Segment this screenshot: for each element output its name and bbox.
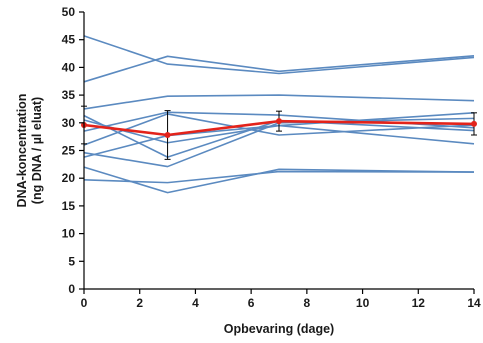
mean-point <box>164 131 171 138</box>
y-tick-label: 20 <box>62 171 76 185</box>
mean-line <box>83 119 475 137</box>
y-tick-label: 30 <box>62 116 76 130</box>
y-tick-label: 35 <box>62 88 76 102</box>
y-axis-title-line-2: (ng DNA / µl eluat) <box>30 97 44 204</box>
y-ticks: 0 5 10 15 20 25 30 35 40 45 50 <box>62 5 84 296</box>
y-tick-label: 15 <box>62 199 76 213</box>
y-tick-label: 50 <box>62 5 76 19</box>
series-line-1 <box>83 35 475 75</box>
x-tick-label: 12 <box>412 296 426 310</box>
series-line-2 <box>83 54 475 83</box>
y-tick-label: 40 <box>62 60 76 74</box>
mean-layer <box>81 105 477 160</box>
y-tick-label: 45 <box>62 33 76 47</box>
y-tick-label: 0 <box>68 282 75 296</box>
x-tick-label: 10 <box>356 296 370 310</box>
y-axis-title: DNA-koncentration (ng DNA / µl eluat) <box>15 94 44 208</box>
series-line-5 <box>83 119 475 145</box>
y-tick-label: 25 <box>62 144 76 158</box>
series-line-10 <box>83 166 475 194</box>
mean-point <box>471 120 477 127</box>
x-tick-label: 8 <box>304 296 311 310</box>
mean-point <box>276 118 282 125</box>
series-line-9 <box>83 117 475 168</box>
x-ticks: 0 2 4 6 8 10 12 14 <box>81 289 481 310</box>
series-line-4 <box>83 114 475 158</box>
y-tick-label: 5 <box>68 254 75 268</box>
x-axis-title: Opbevaring (dage) <box>224 322 334 336</box>
y-tick-label: 10 <box>62 227 76 241</box>
x-tick-label: 6 <box>248 296 255 310</box>
axes-layer <box>83 12 474 290</box>
x-tick-label: 2 <box>136 296 143 310</box>
y-axis-title-line-1: DNA-koncentration <box>15 94 29 208</box>
x-tick-label: 0 <box>81 296 88 310</box>
series-line-11 <box>83 170 475 184</box>
series-line-3 <box>83 94 475 110</box>
x-tick-label: 14 <box>467 296 481 310</box>
series-line-8 <box>83 112 475 158</box>
x-tick-label: 4 <box>192 296 199 310</box>
